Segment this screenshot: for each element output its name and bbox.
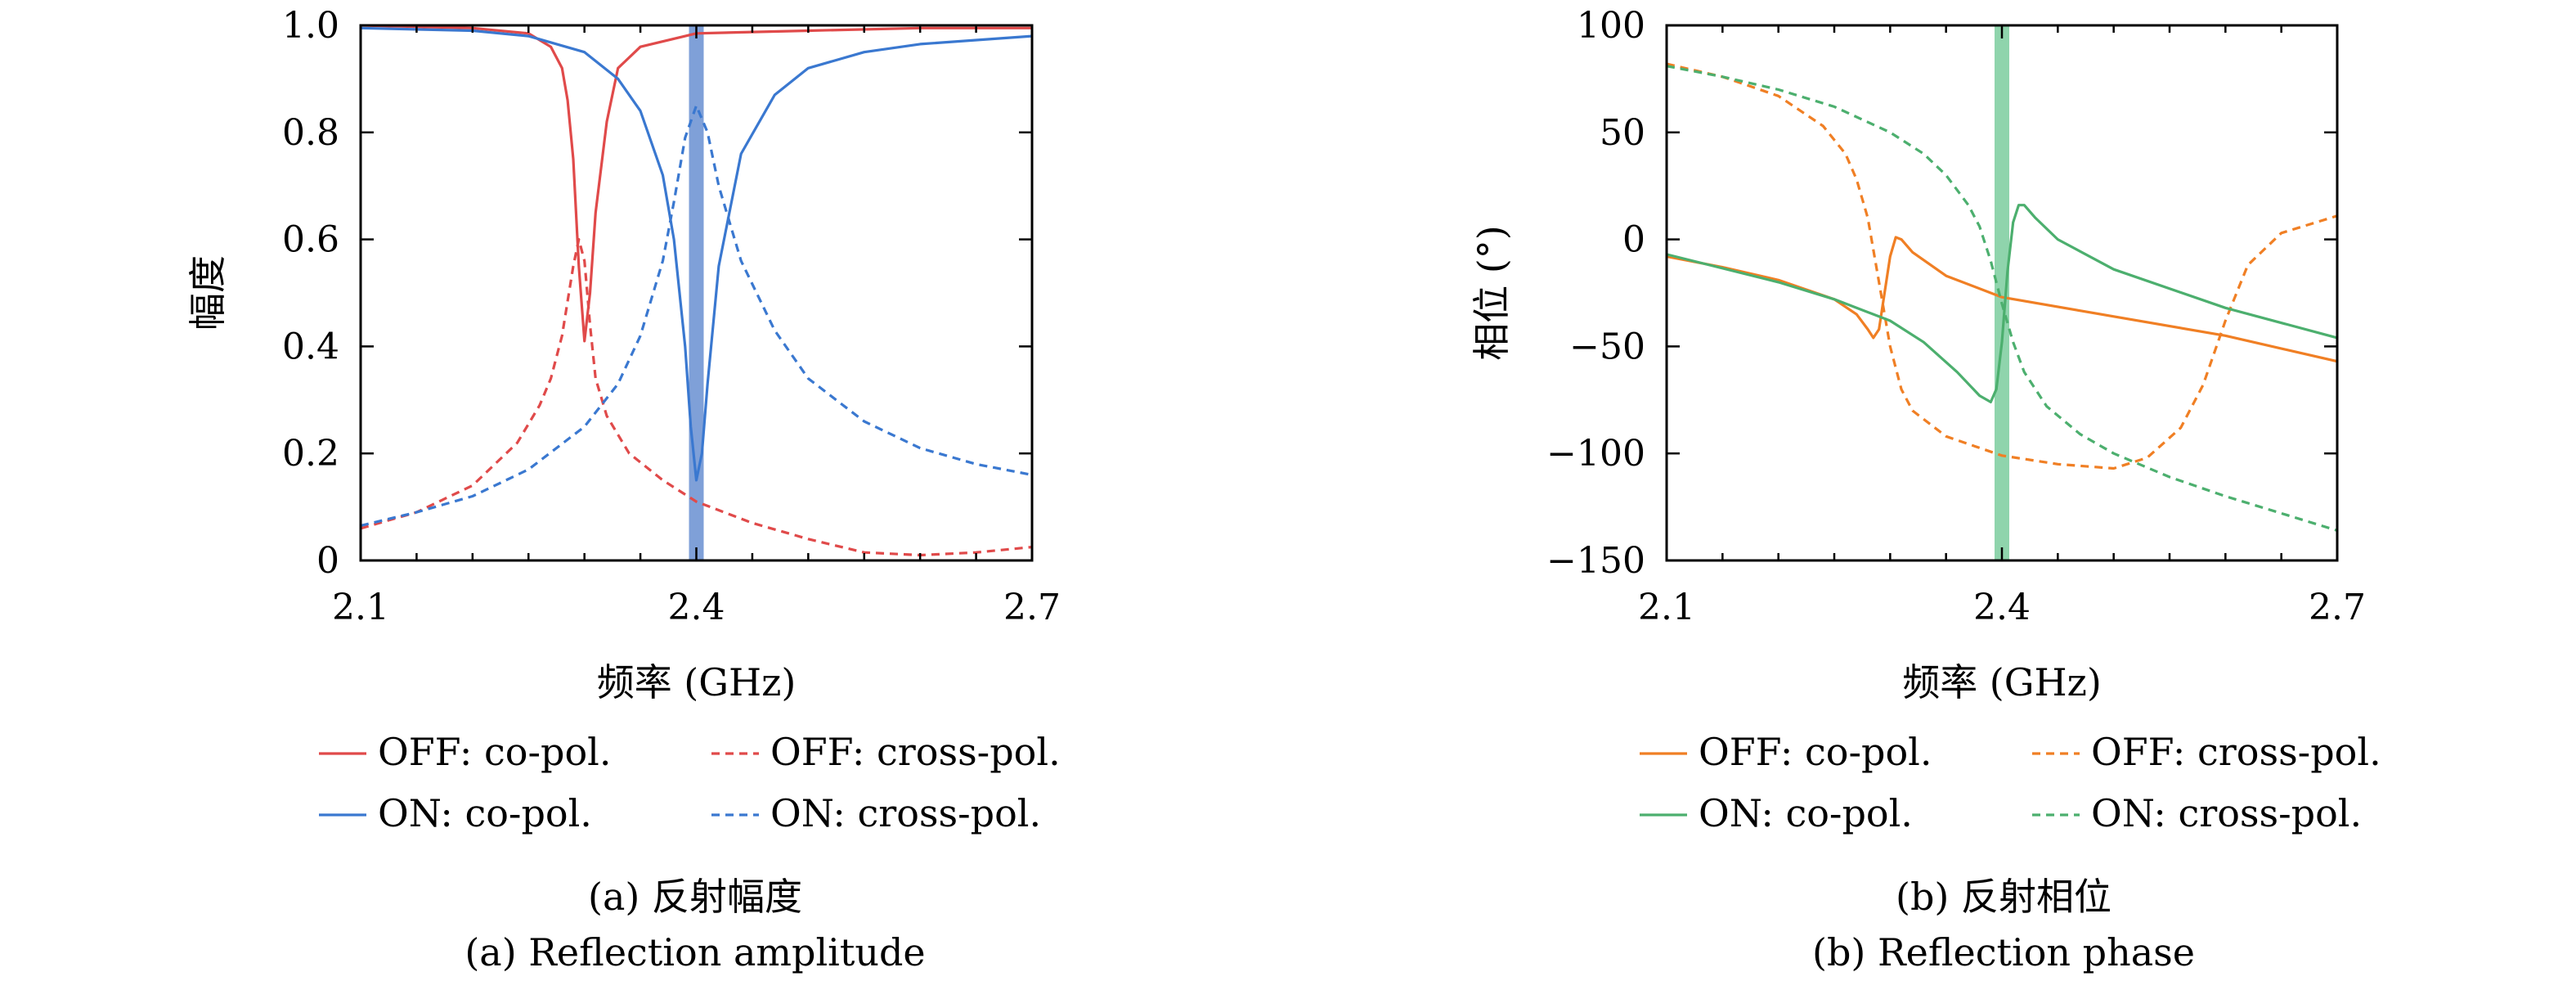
y-axis-label: 幅度: [186, 255, 230, 331]
caption-a-en: (a) Reflection amplitude: [464, 930, 925, 974]
y-tick-label: 0.2: [282, 433, 339, 475]
y-tick-label: 0: [316, 540, 339, 582]
y-tick-label: 100: [1577, 5, 1645, 47]
y-tick-label: 0: [1622, 219, 1645, 261]
y-tick-label: 0.6: [282, 219, 339, 261]
x-tick-label: 2.4: [1973, 587, 2031, 628]
legend-label-off-cross-pol: OFF: cross-pol.: [770, 730, 1061, 774]
x-axis-label: 频率 (GHz): [1902, 660, 2102, 704]
legend-label-on-co-pol: ON: co-pol.: [378, 791, 592, 835]
y-tick-label: −100: [1546, 433, 1645, 475]
y-tick-label: −50: [1569, 326, 1645, 367]
legend-label-on-cross-pol: ON: cross-pol.: [770, 791, 1041, 835]
phase-panel: 2.1 2.4 2.7 −150 −100 −50 0 50 100 频率 (GHz) 相位 (°)…: [1470, 5, 2381, 835]
series-line-on-co-pol: [1667, 204, 2337, 403]
y-tick-label: 0.8: [282, 112, 339, 154]
series-line-on-cross-pol: [361, 104, 1032, 528]
series-line-on-co-pol: [361, 26, 1032, 482]
x-tick-label: 2.1: [332, 587, 389, 628]
caption-b-en: (b) Reflection phase: [1812, 930, 2195, 974]
series-line-on-cross-pol: [1667, 65, 2337, 532]
highlight-band: [689, 25, 704, 560]
caption-a-cn: (a) 反射幅度: [588, 875, 802, 919]
x-tick-label: 2.1: [1638, 587, 1695, 628]
legend-label-on-cross-pol: ON: cross-pol.: [2091, 791, 2362, 835]
highlight-band: [1995, 25, 2009, 560]
x-axis-label: 频率 (GHz): [597, 660, 797, 704]
series-line-off-cross-pol: [1667, 62, 2337, 470]
series-line-off-cross-pol: [361, 238, 1032, 557]
x-tick-label: 2.4: [668, 587, 725, 628]
series-line-off-co-pol: [361, 25, 1032, 343]
legend-label-off-co-pol: OFF: co-pol.: [378, 730, 612, 774]
legend-label-off-cross-pol: OFF: cross-pol.: [2091, 730, 2381, 774]
y-tick-label: 0.4: [282, 326, 339, 367]
x-tick-label: 2.7: [2309, 587, 2366, 628]
legend-label-on-co-pol: ON: co-pol.: [1699, 791, 1913, 835]
caption-b-cn: (b) 反射相位: [1896, 875, 2112, 919]
y-tick-label: 1.0: [282, 5, 339, 47]
amplitude-panel: 2.1 2.4 2.7 0 0.2 0.4 0.6 0.8 1.0 频率 (GHz) 幅度 OFF: …: [186, 5, 1061, 835]
x-tick-label: 2.7: [1003, 587, 1061, 628]
y-axis-label: 相位 (°): [1470, 225, 1514, 361]
legend-label-off-co-pol: OFF: co-pol.: [1699, 730, 1932, 774]
y-tick-label: 50: [1600, 112, 1645, 154]
y-tick-label: −150: [1546, 540, 1645, 582]
